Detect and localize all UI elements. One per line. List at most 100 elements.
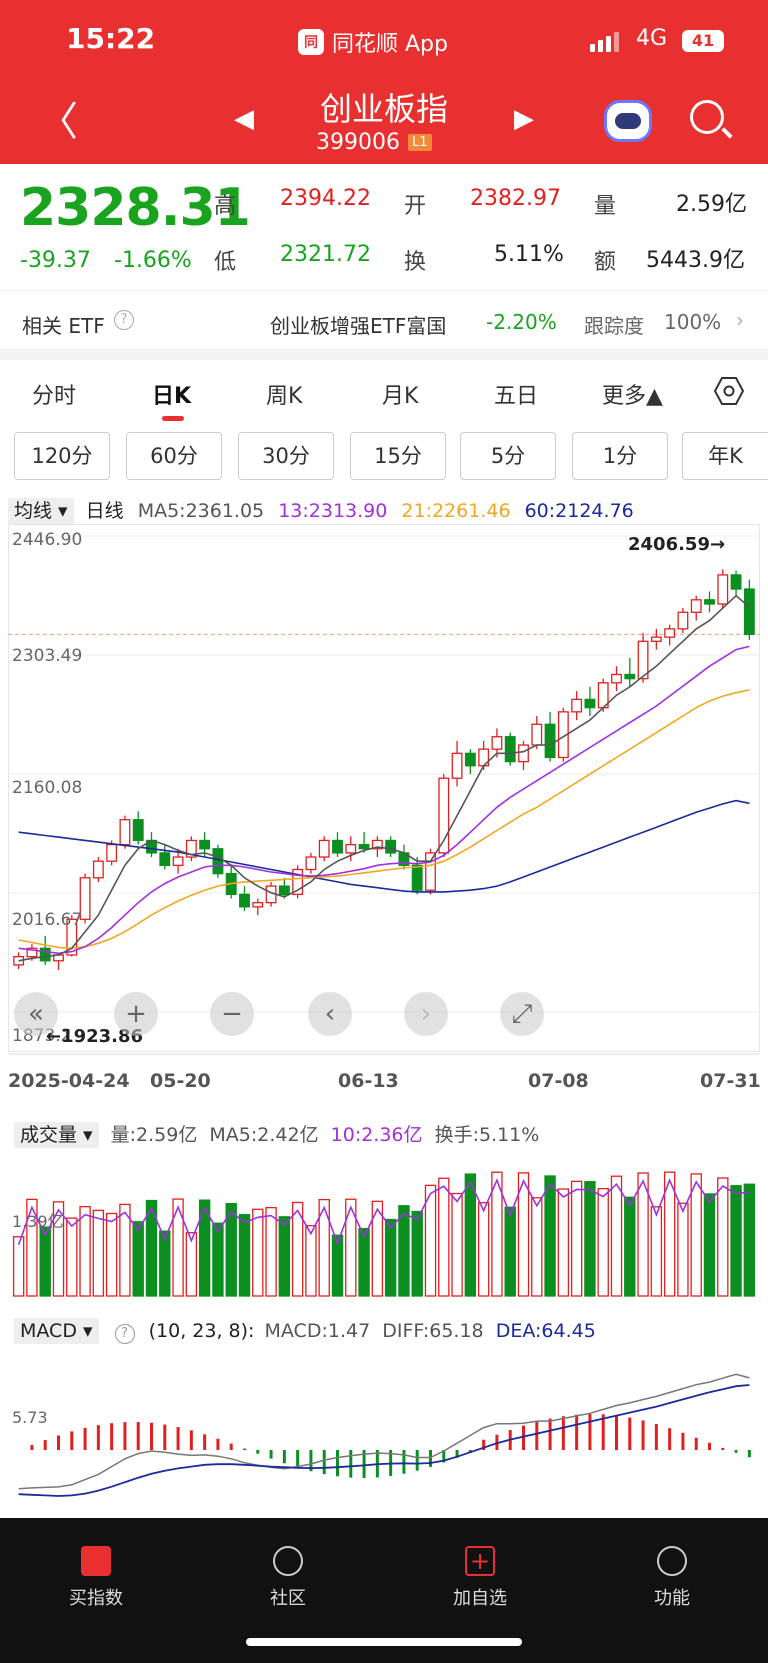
candle bbox=[491, 736, 503, 750]
kline-chart-frame bbox=[8, 524, 760, 1052]
volume-bar bbox=[145, 1199, 158, 1297]
tab-week-k[interactable]: 周K bbox=[266, 384, 303, 409]
interval-15m[interactable]: 15分 bbox=[350, 432, 446, 480]
nav-functions[interactable]: 功能 bbox=[612, 1546, 732, 1610]
candle bbox=[332, 839, 343, 854]
interval-1m[interactable]: 1分 bbox=[572, 432, 668, 480]
candle bbox=[292, 868, 304, 896]
candle bbox=[385, 839, 397, 854]
fullscreen-icon[interactable]: ⤢ bbox=[500, 992, 544, 1036]
app-logo-icon: 同 bbox=[298, 29, 324, 55]
etf-bar[interactable] bbox=[0, 290, 768, 350]
home-indicator bbox=[246, 1638, 522, 1646]
candle bbox=[717, 574, 729, 605]
volume-chart[interactable] bbox=[8, 1150, 760, 1298]
etf-name: 创业板增强ETF富国 bbox=[270, 314, 447, 338]
macd-selector[interactable]: MACD ▾ bbox=[14, 1318, 99, 1344]
vol-axis-label: 1.39亿 bbox=[12, 1212, 64, 1231]
tab-fenshi[interactable]: 分时 bbox=[32, 384, 77, 409]
candle bbox=[704, 599, 715, 605]
volume-label: 量 bbox=[594, 194, 617, 219]
track-label: 跟踪度 bbox=[584, 314, 644, 338]
y-tick: 2446.90 bbox=[12, 530, 83, 550]
ma-legend: 均线 ▾ 日线 MA5:2361.05 13:2313.90 21:2261.4… bbox=[8, 496, 634, 524]
zoom-in-icon[interactable]: + bbox=[114, 992, 158, 1036]
macd-help-icon[interactable]: ? bbox=[114, 1324, 135, 1344]
interval-120m[interactable]: 120分 bbox=[14, 432, 110, 480]
nav-community[interactable]: 社区 bbox=[228, 1546, 348, 1610]
tab-day-k[interactable]: 日K bbox=[152, 384, 192, 409]
nav-label: 买指数 bbox=[69, 1588, 123, 1609]
etf-pct: -2.20% bbox=[486, 310, 557, 334]
volume-bar bbox=[198, 1199, 211, 1297]
ma5-line bbox=[18, 594, 750, 962]
interval-60m[interactable]: 60分 bbox=[126, 432, 222, 480]
volume-bar bbox=[570, 1180, 583, 1297]
low-marker: ←1923.86 bbox=[46, 1026, 144, 1047]
period-label: 日线 bbox=[85, 500, 124, 522]
network-label: 4G bbox=[636, 26, 668, 51]
volume-bar bbox=[291, 1201, 304, 1297]
volume-bar bbox=[238, 1214, 251, 1297]
tab-month-k[interactable]: 月K bbox=[382, 384, 419, 409]
scroll-left-icon[interactable]: « bbox=[14, 992, 58, 1036]
period-tabs: 分时 日K 周K 月K 五日 更多▲ bbox=[0, 360, 768, 428]
search-icon[interactable] bbox=[690, 100, 724, 134]
last-price: 2328.31 bbox=[20, 178, 251, 238]
robot-assistant-icon[interactable] bbox=[604, 100, 652, 142]
nav-buy-index[interactable]: 买指数 bbox=[36, 1546, 156, 1610]
menu-icon bbox=[657, 1546, 687, 1576]
back-icon[interactable]: 〈 bbox=[38, 99, 78, 145]
zoom-out-icon[interactable]: − bbox=[210, 992, 254, 1036]
tab-more[interactable]: 更多▲ bbox=[602, 384, 663, 409]
nav-add-watchlist[interactable]: + 加自选 bbox=[420, 1546, 540, 1610]
volume-bar bbox=[544, 1175, 556, 1297]
volume-bar bbox=[491, 1171, 503, 1297]
ma13-value: 13:2313.90 bbox=[278, 500, 388, 522]
candle bbox=[664, 628, 676, 638]
volume-bar bbox=[172, 1198, 184, 1297]
candle bbox=[39, 947, 51, 962]
interval-30m[interactable]: 30分 bbox=[238, 432, 334, 480]
x-axis-ticks bbox=[8, 1053, 760, 1055]
signal-icon bbox=[590, 32, 619, 52]
candle bbox=[132, 819, 144, 842]
candle bbox=[531, 723, 543, 746]
volume-bar bbox=[663, 1171, 676, 1297]
volume-bar bbox=[52, 1201, 65, 1297]
candle bbox=[624, 673, 636, 680]
kline-chart[interactable] bbox=[8, 524, 760, 1052]
candle bbox=[425, 852, 436, 891]
interval-5m[interactable]: 5分 bbox=[460, 432, 556, 480]
next-index-icon[interactable]: ▶ bbox=[514, 104, 534, 134]
candle bbox=[571, 698, 583, 713]
candle bbox=[743, 588, 755, 636]
macd-chart[interactable] bbox=[8, 1350, 760, 1500]
volume-bar bbox=[624, 1196, 636, 1297]
ma-selector[interactable]: 均线 ▾ bbox=[8, 498, 74, 524]
volume-bar bbox=[358, 1227, 370, 1297]
volume-bar bbox=[331, 1234, 344, 1297]
volume-selector[interactable]: 成交量 ▾ bbox=[14, 1122, 99, 1148]
next-candle-icon[interactable]: › bbox=[404, 992, 448, 1036]
y-tick: 2016.67 bbox=[12, 910, 83, 930]
candle bbox=[278, 885, 290, 896]
community-icon bbox=[273, 1546, 303, 1576]
y-tick: 2303.49 bbox=[12, 646, 83, 666]
macd-axis-label: 5.73 bbox=[12, 1408, 48, 1427]
help-icon[interactable]: ? bbox=[114, 310, 134, 330]
interval-year-k[interactable]: 年K bbox=[682, 432, 768, 480]
settings-hex-icon[interactable] bbox=[714, 376, 744, 406]
volume-bar bbox=[597, 1187, 609, 1297]
volume-bar bbox=[278, 1216, 291, 1297]
level-badge: L1 bbox=[407, 134, 432, 151]
volume-bar bbox=[438, 1177, 450, 1297]
volume-bar bbox=[212, 1222, 224, 1297]
prev-candle-icon[interactable]: ‹ bbox=[308, 992, 352, 1036]
index-code: 399006 L1 bbox=[316, 130, 432, 155]
candle bbox=[451, 752, 463, 779]
tab-five-day[interactable]: 五日 bbox=[494, 384, 539, 409]
volume-bar bbox=[464, 1173, 477, 1297]
prev-index-icon[interactable]: ◀ bbox=[234, 104, 254, 134]
volume-bar bbox=[371, 1200, 384, 1297]
